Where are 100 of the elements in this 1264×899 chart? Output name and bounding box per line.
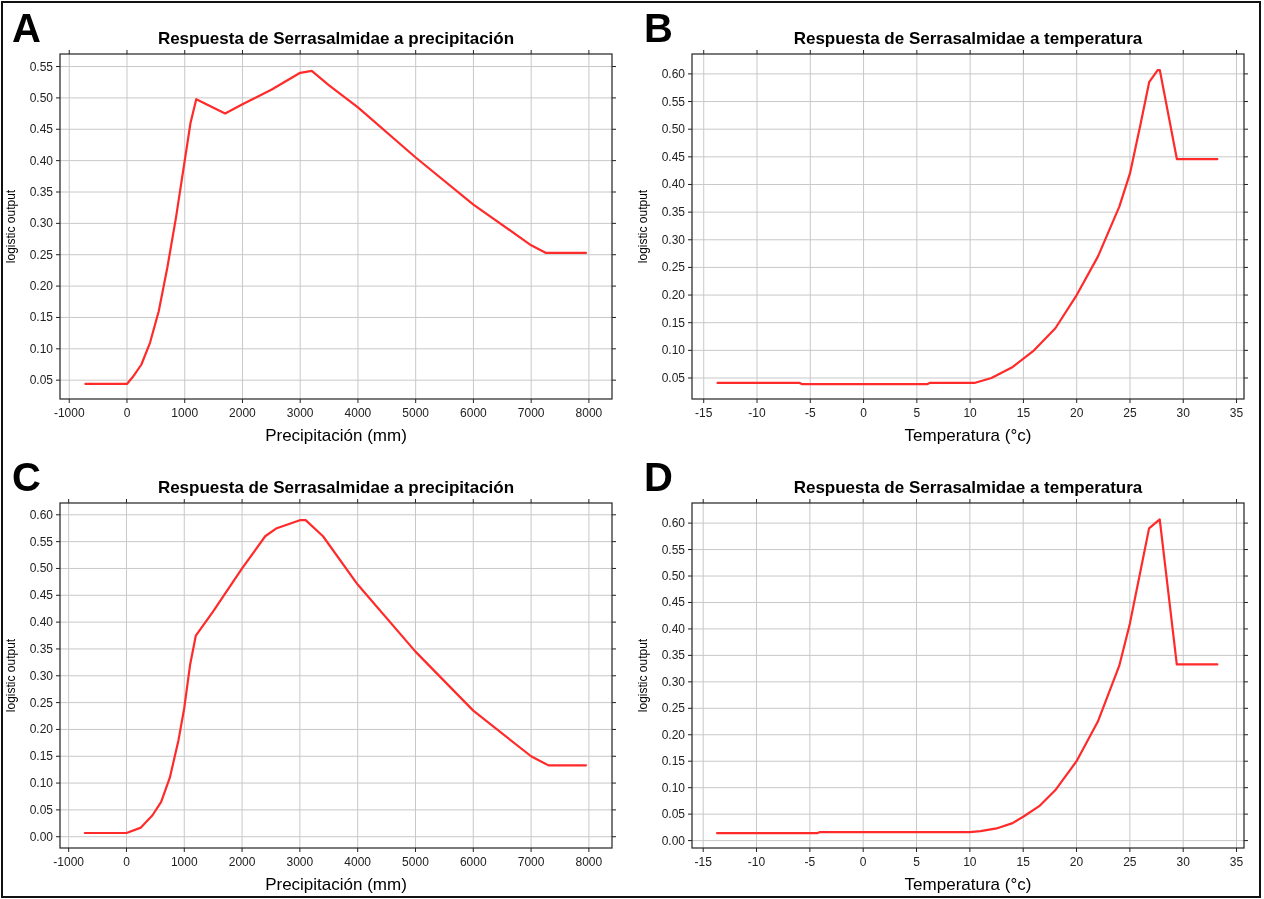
- x-tick-label: 5000: [402, 406, 430, 420]
- y-tick-label: 0.05: [661, 807, 686, 822]
- x-tick-label: -5: [804, 855, 816, 869]
- x-tick-label: 5: [913, 855, 921, 869]
- y-tick-label: 0.05: [661, 370, 686, 385]
- y-tick-label: 0.10: [661, 780, 686, 795]
- x-tick-label: 15: [1016, 406, 1031, 420]
- y-tick-label: 0.35: [661, 648, 686, 663]
- x-tick-label: -1000: [53, 855, 85, 869]
- text: C: [12, 455, 41, 499]
- y-tick-label: 0.55: [29, 534, 54, 549]
- x-tick-label: 25: [1123, 855, 1137, 869]
- text: B: [644, 6, 673, 50]
- y-tick-label: 0.45: [661, 595, 686, 610]
- y-tick-label: 0.05: [29, 373, 54, 388]
- x-axis-title: Precipitación (mm): [265, 875, 407, 894]
- x-tick-label: 0: [860, 406, 868, 420]
- x-tick-label: -15: [695, 406, 713, 420]
- x-tick-label: 5: [913, 406, 921, 420]
- y-tick-label: 0.15: [29, 310, 54, 325]
- x-tick-label: 5000: [402, 855, 430, 869]
- x-tick-label: 4000: [344, 406, 372, 420]
- y-tick-label: 0.45: [29, 588, 54, 603]
- x-tick-label: 3000: [286, 406, 314, 420]
- text: A: [12, 6, 41, 50]
- line-series: [716, 68, 1219, 386]
- x-tick-label: 0: [123, 855, 131, 869]
- line-series: [84, 69, 588, 386]
- y-tick-label: 0.15: [661, 315, 686, 330]
- y-tick-label: 0.35: [29, 185, 54, 199]
- y-tick-label: 0.40: [661, 621, 686, 636]
- x-tick-label: -10: [748, 406, 766, 420]
- y-tick-label: 0.15: [29, 749, 54, 764]
- chart-title: Respuesta de Serrasalmidae a temperatura: [793, 29, 1143, 48]
- y-tick-label: 0.35: [661, 205, 686, 220]
- x-tick-label: 3000: [286, 855, 314, 869]
- y-tick-label: 0.55: [661, 542, 686, 557]
- y-tick-label: 0.00: [29, 829, 54, 844]
- x-tick-label: 7000: [517, 406, 545, 420]
- x-tick-label: 20: [1070, 406, 1084, 420]
- x-axis-title: Precipitación (mm): [265, 426, 407, 445]
- x-tick-label: 15: [1016, 855, 1031, 869]
- y-axis-title: logistic output: [636, 638, 650, 713]
- line-series: [715, 518, 1219, 835]
- y-tick-label: 0.55: [661, 94, 686, 109]
- y-tick-label: 0.05: [29, 802, 54, 817]
- y-tick-label: 0.45: [661, 149, 686, 164]
- y-tick-label: 0.50: [661, 569, 686, 584]
- x-tick-label: 1000: [170, 855, 198, 869]
- x-tick-label: 8000: [575, 855, 603, 869]
- y-tick-label: 0.30: [661, 674, 686, 689]
- x-axis-title: Temperatura (°c): [904, 426, 1032, 445]
- chart-title: Respuesta de Serrasalmidae a precipitación: [157, 478, 515, 497]
- y-tick-label: 0.30: [661, 232, 686, 247]
- y-tick-label: 0.60: [661, 516, 686, 531]
- y-axis-title: logistic output: [4, 638, 18, 713]
- y-tick-label: 0.15: [661, 754, 686, 769]
- y-tick-label: 0.60: [661, 66, 686, 81]
- x-tick-label: 0: [123, 406, 131, 420]
- y-tick-label: 0.25: [661, 260, 686, 275]
- x-tick-label: 35: [1229, 855, 1244, 869]
- y-tick-label: 0.10: [29, 341, 54, 356]
- x-tick-label: -15: [694, 855, 713, 869]
- y-tick-label: 0.55: [29, 59, 54, 74]
- x-tick-label: 4000: [344, 855, 372, 869]
- x-tick-label: 2000: [229, 406, 257, 420]
- y-tick-label: 0.40: [29, 153, 54, 168]
- x-tick-label: 25: [1123, 406, 1137, 420]
- y-tick-label: 0.40: [661, 177, 686, 192]
- x-tick-label: 7000: [517, 855, 545, 869]
- y-tick-label: 0.20: [661, 727, 686, 742]
- x-tick-label: 30: [1176, 855, 1191, 869]
- y-tick-label: 0.60: [29, 507, 54, 522]
- y-tick-label: 0.30: [29, 668, 54, 683]
- x-tick-label: 6000: [459, 855, 487, 869]
- y-tick-label: 0.30: [29, 216, 54, 231]
- y-tick-label: 0.00: [661, 833, 686, 848]
- y-tick-label: 0.10: [661, 343, 686, 358]
- x-tick-label: 10: [963, 406, 978, 420]
- y-axis-title: logistic output: [4, 189, 18, 264]
- y-tick-label: 0.50: [29, 561, 54, 576]
- x-tick-label: 30: [1176, 406, 1191, 420]
- x-tick-label: 20: [1069, 855, 1084, 869]
- y-tick-label: 0.50: [661, 122, 686, 137]
- x-tick-label: 6000: [460, 406, 488, 420]
- y-tick-label: 0.25: [661, 701, 686, 716]
- x-tick-label: 1000: [171, 406, 199, 420]
- y-tick-label: 0.50: [29, 90, 54, 105]
- x-axis-title: Temperatura (°c): [904, 875, 1032, 894]
- y-tick-label: 0.10: [29, 776, 54, 791]
- chart-title: Respuesta de Serrasalmidae a temperatura: [793, 478, 1143, 497]
- y-tick-label: 0.25: [29, 695, 54, 710]
- x-tick-label: 8000: [575, 406, 603, 420]
- x-tick-label: 2000: [228, 855, 256, 869]
- y-axis-title: logistic output: [636, 189, 650, 264]
- text: D: [644, 455, 673, 499]
- y-tick-label: 0.20: [29, 279, 54, 294]
- x-tick-label: -5: [804, 406, 816, 420]
- y-tick-label: 0.20: [29, 722, 54, 737]
- y-tick-label: 0.40: [29, 615, 54, 630]
